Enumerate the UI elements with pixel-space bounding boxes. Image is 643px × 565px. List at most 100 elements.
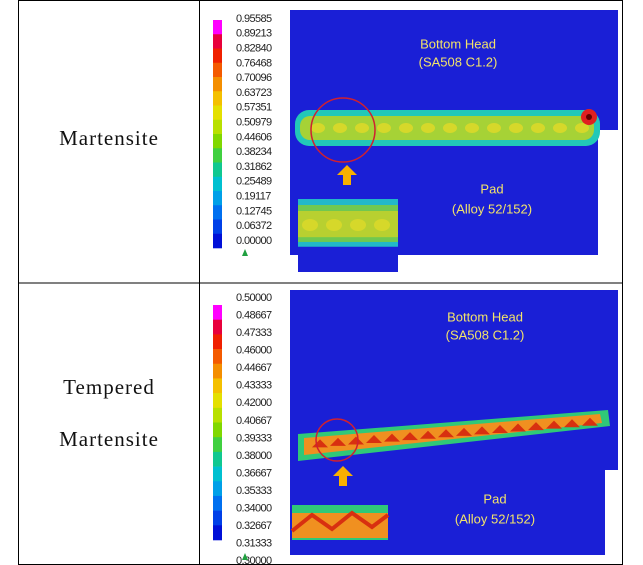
- legend-label: 0.63723: [236, 87, 272, 99]
- legend-swatch: [213, 393, 222, 409]
- weld-bead: [355, 123, 369, 133]
- legend-label: 0.44667: [236, 362, 272, 374]
- legend-label: 0.00000: [236, 235, 272, 247]
- legend-label: 0.32667: [236, 520, 272, 532]
- legend-label: 0.82840: [236, 43, 272, 55]
- row-label: Tempered: [63, 375, 155, 399]
- legend-swatch: [213, 233, 222, 249]
- legend-swatch: [213, 205, 222, 220]
- weld-bead: [421, 123, 435, 133]
- legend-swatch: [213, 48, 222, 64]
- legend-label: 0.35333: [236, 485, 272, 497]
- legend-swatch: [213, 34, 222, 49]
- legend-swatch: [213, 134, 222, 149]
- weld-bead: [528, 422, 544, 431]
- weld-bead: [553, 123, 567, 133]
- legend-swatch: [213, 510, 222, 526]
- legend-label: 0.31862: [236, 161, 272, 173]
- zoom-circle: [310, 97, 376, 163]
- legend-label: 0.39333: [236, 432, 272, 444]
- legend-swatch: [213, 219, 222, 235]
- legend-swatch: [213, 466, 222, 482]
- inset-bead: [302, 219, 318, 231]
- row-label: Martensite: [59, 427, 159, 451]
- weld-bead: [311, 123, 325, 133]
- legend-swatch: [213, 407, 222, 423]
- legend-swatch: [213, 191, 222, 206]
- region-note: Pad: [480, 181, 503, 196]
- legend-swatch: [213, 105, 222, 121]
- legend-swatch: [213, 422, 222, 438]
- weld-bead: [330, 437, 346, 446]
- legend-swatch: [213, 62, 222, 78]
- legend-swatch: [213, 495, 222, 511]
- weld-bead: [384, 433, 400, 442]
- legend-swatch: [213, 363, 222, 379]
- legend-swatch: [213, 437, 222, 453]
- weld-bead: [399, 123, 413, 133]
- legend-label: 0.95585: [236, 13, 272, 25]
- weld-bead: [546, 420, 562, 429]
- zoom-arrow: [333, 466, 353, 486]
- weld-bead: [333, 123, 347, 133]
- region-note: Pad: [483, 491, 506, 506]
- legend-label: 0.42000: [236, 397, 272, 409]
- legend-swatch: [213, 91, 222, 106]
- legend-label: 0.48667: [236, 309, 272, 321]
- legend-swatch: [213, 162, 222, 178]
- weld-bead: [366, 435, 382, 444]
- zoom-circle: [315, 418, 359, 462]
- legend-swatch: [213, 20, 222, 35]
- legend-marker: [242, 553, 248, 560]
- legend-label: 0.12745: [236, 205, 272, 217]
- legend-swatch: [213, 148, 222, 163]
- legend-swatch: [213, 334, 222, 350]
- weld-bead: [438, 429, 454, 438]
- legend-swatch: [213, 119, 222, 135]
- weld-bead: [564, 419, 580, 428]
- weld-bead: [456, 427, 472, 436]
- legend-label: 0.40667: [236, 415, 272, 427]
- weld-bead: [348, 436, 364, 445]
- legend-label: 0.36667: [236, 467, 272, 479]
- row-label: Martensite: [59, 126, 159, 150]
- legend-swatch: [213, 378, 222, 394]
- region-note: (Alloy 52/152): [452, 201, 532, 216]
- inset-bead: [374, 219, 390, 231]
- legend-marker: [242, 249, 248, 256]
- region-note: Bottom Head: [420, 36, 496, 51]
- inset-bead: [350, 219, 366, 231]
- weld-bead: [582, 417, 598, 426]
- legend-label: 0.25489: [236, 176, 272, 188]
- legend-label: 0.47333: [236, 327, 272, 339]
- region-note: (SA508 C1.2): [446, 327, 525, 342]
- legend-label: 0.76468: [236, 57, 272, 69]
- legend-label: 0.38000: [236, 450, 272, 462]
- weld-bead: [510, 423, 526, 432]
- legend-label: 0.34000: [236, 503, 272, 515]
- legend-label: 0.19117: [236, 191, 271, 203]
- weld-bead: [420, 430, 436, 439]
- zoom-arrow: [337, 165, 357, 185]
- legend-label: 0.50000: [236, 292, 272, 304]
- weld-bead: [487, 123, 501, 133]
- weld-bead: [465, 123, 479, 133]
- weld-bead: [377, 123, 391, 133]
- legend-label: 0.46000: [236, 345, 272, 357]
- legend-label: 0.30000: [236, 555, 272, 565]
- inset-bead: [326, 219, 342, 231]
- legend-swatch: [213, 176, 222, 192]
- legend-label: 0.57351: [236, 102, 272, 114]
- weld-bead: [443, 123, 457, 133]
- legend-swatch: [213, 305, 222, 320]
- legend-label: 0.89213: [236, 28, 272, 40]
- hot-spot-core: [586, 114, 592, 120]
- legend-label: 0.06372: [236, 220, 272, 232]
- legend-label: 0.50979: [236, 117, 272, 129]
- legend-label: 0.31333: [236, 538, 272, 550]
- weld-bead: [402, 432, 418, 441]
- weld-bead: [492, 424, 508, 433]
- weld-bead: [575, 123, 589, 133]
- legend-swatch: [213, 77, 222, 92]
